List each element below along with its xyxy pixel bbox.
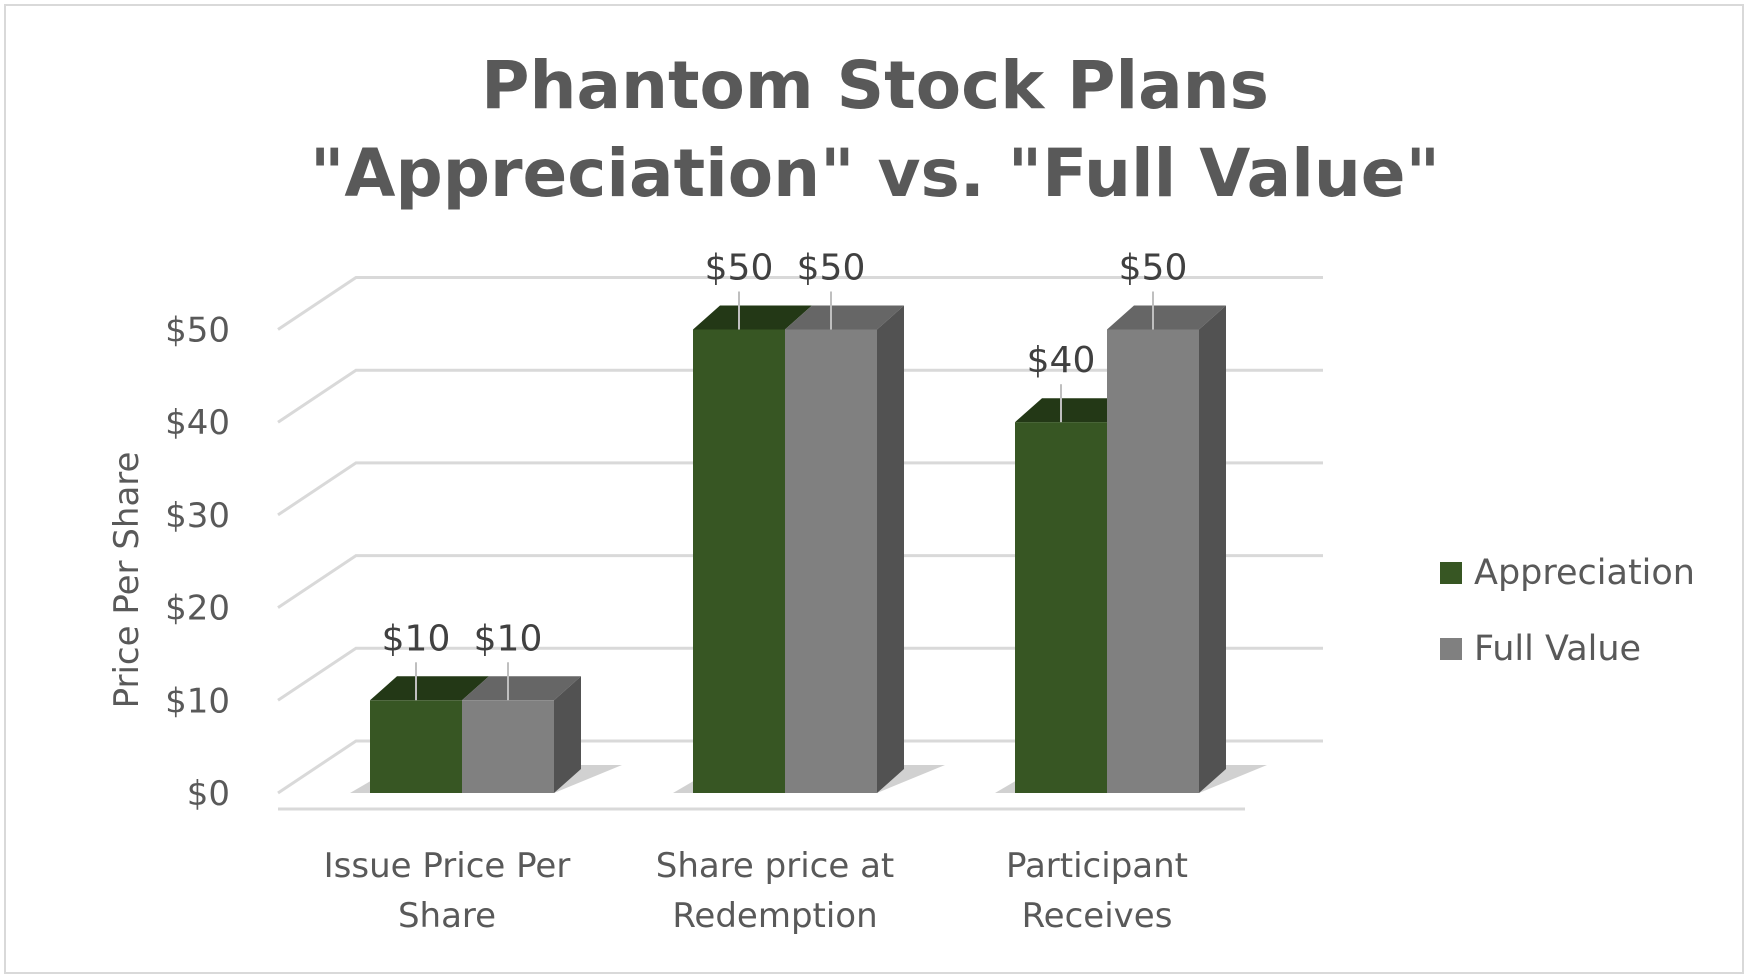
bar-top: [370, 676, 489, 701]
y-tick-label: $20: [165, 589, 230, 629]
category-label: Share: [398, 896, 496, 936]
y-axis-ticks: $0 $10 $20 $30 $40 $50: [165, 311, 230, 815]
legend-label-full-value: Full Value: [1474, 629, 1642, 669]
chart-title-line-1: Phantom Stock Plans: [481, 47, 1269, 124]
y-tick-label: $10: [165, 681, 230, 721]
bar-side: [554, 676, 581, 793]
legend: Appreciation Full Value: [1440, 535, 1695, 687]
gridline: [277, 646, 1323, 702]
bars: [350, 305, 1267, 793]
data-label: $40: [1027, 340, 1096, 381]
data-labels: $10 $10 $50 $50 $40 $50: [382, 248, 1188, 701]
legend-swatch-appreciation: [1440, 562, 1462, 584]
data-label: $50: [1119, 248, 1188, 289]
category-label: Issue Price Per: [324, 846, 571, 886]
bar-side: [1199, 305, 1226, 793]
gridlines: [277, 276, 1323, 811]
chart-title-line-2: "Appreciation" vs. "Full Value": [310, 135, 1440, 212]
category-label: Receives: [1022, 896, 1173, 936]
x-axis-categories: Issue Price Per Share Share price at Redemp…: [324, 846, 1188, 936]
bar-full-value: [462, 700, 554, 793]
data-label: $10: [382, 618, 451, 659]
bar-appreciation: [370, 700, 462, 793]
gridline: [277, 554, 1323, 609]
gridline: [277, 276, 1323, 331]
bar-full-value: [1107, 329, 1199, 793]
bar-appreciation: [693, 329, 785, 793]
bar-top: [693, 305, 812, 330]
data-label: $10: [474, 618, 543, 659]
bar-top: [1107, 305, 1226, 330]
category-label: Share price at: [656, 846, 895, 886]
bar-appreciation: [1015, 422, 1107, 793]
bar-side: [877, 305, 904, 793]
data-label: $50: [705, 248, 774, 289]
data-label: $50: [797, 248, 866, 289]
gridline: [277, 739, 1323, 795]
gridline: [277, 368, 1323, 424]
bar-top: [462, 676, 581, 701]
category-label: Participant: [1006, 846, 1188, 886]
bar-top: [1015, 398, 1134, 423]
legend-item-appreciation: Appreciation: [1440, 535, 1695, 611]
y-tick-label: $50: [165, 311, 230, 351]
category-label: Redemption: [672, 896, 877, 936]
legend-swatch-full-value: [1440, 638, 1462, 660]
y-tick-label: $40: [165, 403, 230, 443]
bar-full-value: [785, 329, 877, 793]
y-axis-title: Price Per Share: [107, 452, 147, 709]
y-tick-label: $30: [165, 496, 230, 536]
gridline: [277, 461, 1323, 517]
bar-top: [785, 305, 904, 330]
legend-item-full-value: Full Value: [1440, 611, 1695, 687]
chart-title: Phantom Stock Plans "Appreciation" vs. "…: [0, 42, 1750, 218]
legend-label-appreciation: Appreciation: [1474, 553, 1695, 593]
y-tick-label: $0: [187, 774, 230, 814]
